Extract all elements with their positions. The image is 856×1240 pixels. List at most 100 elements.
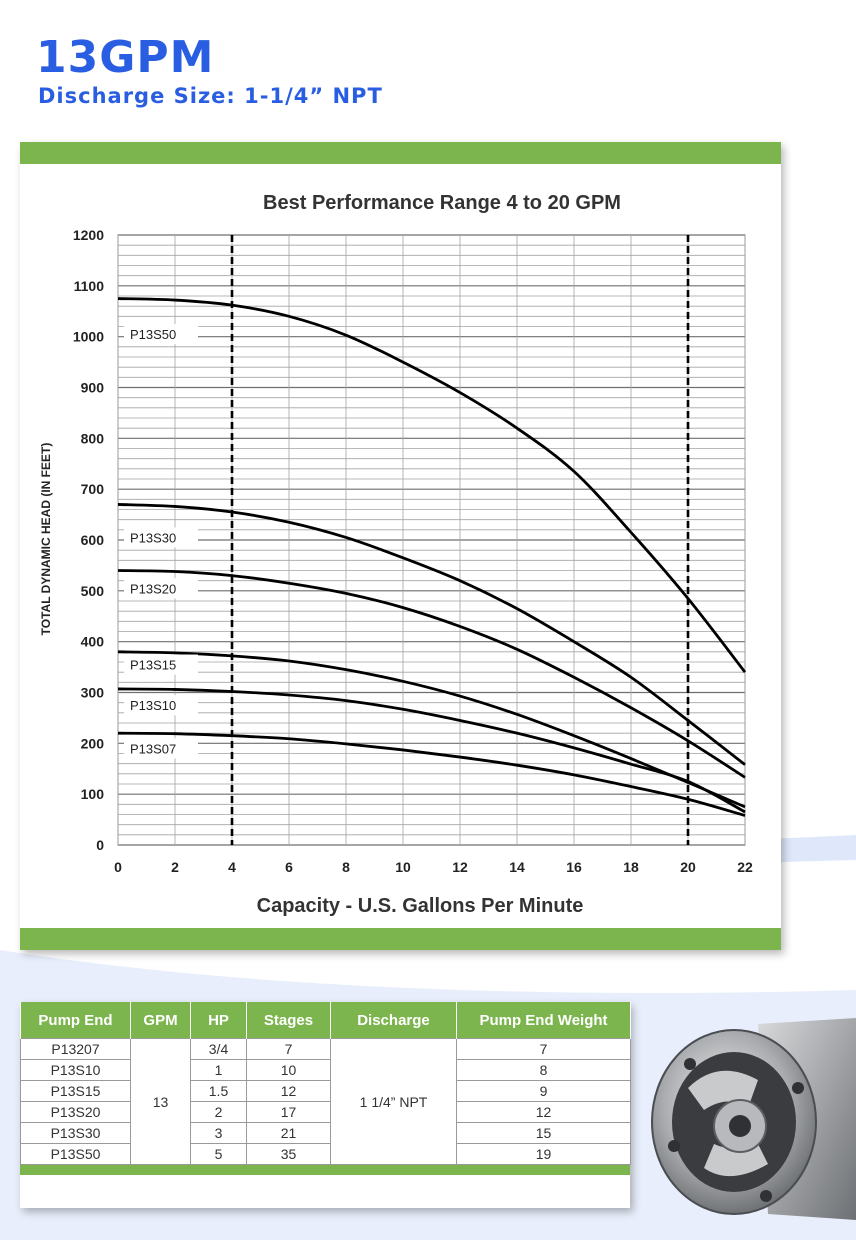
series-line-p13s07 [117,731,746,817]
header-discharge: Discharge [330,1002,457,1039]
table-row: P13S10 1 10 8 [20,1059,631,1081]
x-tick-label: 16 [566,859,582,875]
table-header-row: Pump End GPM HP Stages Discharge Pump En… [20,1002,631,1039]
series-label-bg [124,527,198,548]
series-labels: P13S50 P13S30 P13S20 P13S15 P13S10 P13S07 [124,324,198,759]
chart-title: Best Performance Range 4 to 20 GPM [263,192,621,214]
header-hp: HP [190,1002,247,1039]
chart-band-bottom [20,928,781,950]
y-tick-label: 400 [81,634,105,650]
chart-band-top [20,142,781,164]
cell-hp: 5 [190,1143,247,1165]
cell-gpm: 13 [130,1038,191,1165]
spec-table-card: Pump End GPM HP Stages Discharge Pump En… [20,1002,631,1208]
cell-stages: 12 [246,1080,331,1102]
y-tick-label: 600 [81,532,105,548]
series-label-p13s20: P13S20 [130,581,176,596]
cell-weight: 8 [456,1059,631,1081]
cell-stages: 17 [246,1101,331,1123]
table-band-bottom [20,1165,630,1175]
series-label-p13s15: P13S15 [130,658,176,673]
header-stages: Stages [246,1002,331,1039]
series-label-p13s50: P13S50 [130,327,176,342]
spec-table: Pump End GPM HP Stages Discharge Pump En… [20,1002,631,1165]
y-axis-label: TOTAL DYNAMIC HEAD (IN FEET) [39,443,53,636]
series-label-bg [124,695,198,716]
cell-pump-end: P13S10 [20,1059,131,1081]
x-tick-label: 20 [680,859,696,875]
series-label-bg [124,738,198,759]
header-pump-end: Pump End [20,1002,131,1039]
cell-pump-end: P13207 [20,1038,131,1060]
table-row: P13S30 3 21 15 [20,1122,631,1144]
y-tick-label: 0 [96,837,104,853]
page-title: 13GPM [36,32,215,83]
x-tick-label: 14 [509,859,525,875]
table-row: P13S15 1.5 12 9 [20,1080,631,1102]
x-tick-label: 0 [114,859,122,875]
x-tick-label: 10 [395,859,411,875]
series-label-bg [124,654,198,675]
cell-discharge: 1 1/4” NPT [330,1038,457,1165]
y-tick-label: 700 [81,481,105,497]
cell-pump-end: P13S50 [20,1143,131,1165]
table-row: P13207 13 3/4 7 1 1/4” NPT 7 [20,1038,631,1165]
y-tick-label: 300 [81,685,105,701]
x-tick-label: 18 [623,859,639,875]
series-label-bg [124,324,198,345]
series-label-p13s07: P13S07 [130,741,176,756]
cell-weight: 7 [456,1038,631,1060]
series-label-bg [124,578,198,599]
cell-weight: 15 [456,1122,631,1144]
best-range-lines [230,235,690,845]
y-tick-label: 800 [81,430,105,446]
chart-card: P13S50 P13S30 P13S20 P13S15 P13S10 P13S07 0 10… [20,142,781,950]
series-line-p13s20 [117,569,746,779]
cell-hp: 3 [190,1122,247,1144]
cell-stages: 10 [246,1059,331,1081]
cell-weight: 9 [456,1080,631,1102]
cell-pump-end: P13S30 [20,1122,131,1144]
series-line-p13s30 [117,503,746,766]
cell-hp: 2 [190,1101,247,1123]
cell-weight: 12 [456,1101,631,1123]
y-tick-label: 1100 [74,278,105,294]
chart-grid [117,234,746,846]
cell-weight: 19 [456,1143,631,1165]
cell-pump-end: P13S15 [20,1080,131,1102]
cell-hp: 1.5 [190,1080,247,1102]
axis-ticks: 0100200300400500600700800900100011001200… [73,227,753,875]
cell-hp: 3/4 [190,1038,247,1060]
header-weight: Pump End Weight [456,1002,631,1039]
x-tick-label: 4 [228,859,236,875]
table-row: P13S50 5 35 19 [20,1143,631,1165]
table-row: P13S20 2 17 12 [20,1101,631,1123]
y-tick-label: 900 [81,380,105,396]
series-line-p13s50 [117,297,747,674]
y-tick-label: 500 [81,583,105,599]
cell-hp: 1 [190,1059,247,1081]
cell-pump-end: P13S20 [20,1101,131,1123]
y-tick-label: 1200 [73,227,104,243]
x-tick-label: 22 [737,859,753,875]
page-subtitle: Discharge Size: 1-1/4” NPT [38,84,383,108]
x-tick-label: 8 [342,859,350,875]
pump-end-photo [651,1018,856,1220]
cell-stages: 21 [246,1122,331,1144]
cell-stages: 35 [246,1143,331,1165]
series-label-p13s30: P13S30 [130,530,176,545]
x-tick-label: 12 [452,859,468,875]
x-tick-label: 2 [171,859,179,875]
series-line-p13s15 [117,650,746,809]
cell-stages: 7 [246,1038,331,1060]
y-tick-label: 100 [81,786,105,802]
y-tick-label: 200 [81,735,105,751]
series-label-p13s10: P13S10 [130,698,176,713]
series-line-p13s10 [117,687,746,814]
x-axis-label: Capacity - U.S. Gallons Per Minute [257,895,584,917]
y-tick-label: 1000 [73,329,104,345]
performance-chart: P13S50 P13S30 P13S20 P13S15 P13S10 P13S07 0 10… [39,192,753,917]
chart-series [117,297,747,817]
x-tick-label: 6 [285,859,293,875]
header-gpm: GPM [130,1002,191,1039]
